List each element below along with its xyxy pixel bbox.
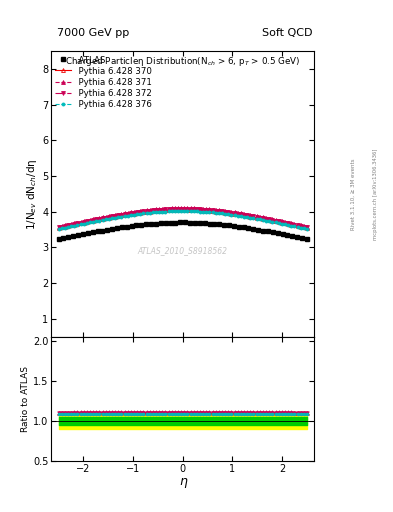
  ATLAS — [76, 232, 81, 238]
  ATLAS — [178, 220, 183, 226]
  Pythia 6.428 376 — [56, 226, 61, 232]
  Pythia 6.428 371 — [220, 207, 224, 214]
  ATLAS — [222, 222, 226, 228]
  Pythia 6.428 376 — [179, 208, 184, 214]
  Pythia 6.428 376 — [210, 209, 215, 216]
Line:   Pythia 6.428 372: Pythia 6.428 372 — [57, 207, 309, 229]
  ATLAS — [144, 221, 149, 227]
  Pythia 6.428 372 — [279, 219, 284, 225]
  Pythia 6.428 370 — [210, 208, 215, 215]
  Pythia 6.428 371 — [279, 218, 284, 224]
  Pythia 6.428 376 — [229, 211, 234, 218]
  Pythia 6.428 370 — [56, 225, 61, 231]
  Pythia 6.428 370 — [279, 220, 284, 226]
  Pythia 6.428 370 — [220, 209, 224, 216]
X-axis label: η: η — [179, 475, 187, 488]
Text: mcplots.cern.ch [arXiv:1306.3436]: mcplots.cern.ch [arXiv:1306.3436] — [373, 149, 378, 240]
  Pythia 6.428 372 — [305, 224, 309, 230]
  Pythia 6.428 371 — [210, 206, 215, 212]
  Pythia 6.428 376 — [220, 210, 224, 217]
Legend:   ATLAS,   Pythia 6.428 370,   Pythia 6.428 371,   Pythia 6.428 372,   Pythia 6.: ATLAS, Pythia 6.428 370, Pythia 6.428 37… — [54, 54, 154, 111]
  Pythia 6.428 371 — [166, 205, 171, 211]
Text: 7000 GeV pp: 7000 GeV pp — [57, 28, 129, 38]
  Pythia 6.428 370 — [166, 207, 171, 214]
Line:   Pythia 6.428 370: Pythia 6.428 370 — [57, 208, 309, 230]
Line:   ATLAS: ATLAS — [56, 220, 309, 241]
  ATLAS — [212, 221, 217, 227]
  Pythia 6.428 371 — [56, 224, 61, 230]
Line:   Pythia 6.428 371: Pythia 6.428 371 — [57, 206, 309, 229]
Y-axis label: Ratio to ATLAS: Ratio to ATLAS — [21, 366, 30, 432]
Line:   Pythia 6.428 376: Pythia 6.428 376 — [57, 209, 309, 230]
  Pythia 6.428 372 — [207, 207, 212, 213]
  Pythia 6.428 372 — [179, 206, 184, 212]
  Pythia 6.428 372 — [220, 208, 224, 215]
  Pythia 6.428 370 — [207, 208, 212, 214]
Y-axis label: 1/N$_{ev}$ dN$_{ch}$/dη: 1/N$_{ev}$ dN$_{ch}$/dη — [25, 158, 39, 230]
  Pythia 6.428 370 — [179, 207, 184, 213]
  Pythia 6.428 376 — [279, 221, 284, 227]
  ATLAS — [305, 236, 309, 242]
  Pythia 6.428 371 — [179, 205, 184, 211]
  Pythia 6.428 372 — [166, 206, 171, 212]
  Pythia 6.428 376 — [305, 226, 309, 232]
Text: ATLAS_2010_S8918562: ATLAS_2010_S8918562 — [138, 247, 228, 255]
  ATLAS — [290, 233, 295, 239]
  Pythia 6.428 372 — [56, 224, 61, 230]
Text: Charged Particleη Distribution(N$_{ch}$ > 6, p$_{T}$ > 0.5 GeV): Charged Particleη Distribution(N$_{ch}$ … — [65, 55, 301, 69]
  Pythia 6.428 370 — [305, 225, 309, 231]
  Pythia 6.428 371 — [305, 224, 309, 230]
  ATLAS — [173, 220, 178, 226]
  ATLAS — [56, 236, 61, 242]
  Pythia 6.428 372 — [229, 209, 234, 216]
  Pythia 6.428 376 — [166, 208, 171, 215]
Text: Soft QCD: Soft QCD — [262, 28, 312, 38]
Text: Rivet 3.1.10, ≥ 3M events: Rivet 3.1.10, ≥ 3M events — [351, 159, 356, 230]
  Pythia 6.428 370 — [229, 210, 234, 217]
  Pythia 6.428 376 — [207, 209, 212, 215]
  Pythia 6.428 372 — [210, 207, 215, 214]
  Pythia 6.428 371 — [207, 206, 212, 212]
  Pythia 6.428 371 — [229, 209, 234, 215]
